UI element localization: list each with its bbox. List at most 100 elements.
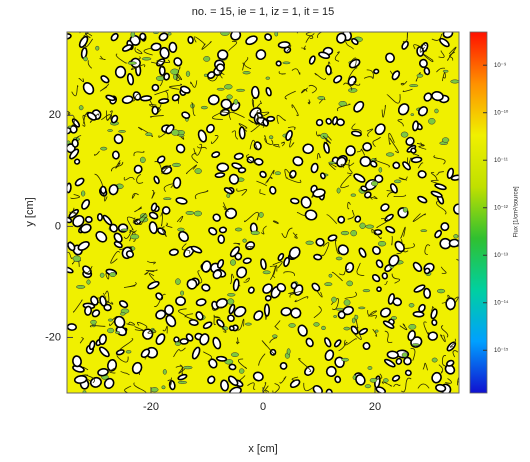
contour-line <box>313 305 322 319</box>
contour-patch <box>180 290 185 296</box>
y-tick-label: 0 <box>55 220 61 232</box>
contour-line <box>400 377 412 393</box>
contour-blob <box>208 227 218 236</box>
contour-patch <box>163 197 172 201</box>
contour-patch <box>107 129 113 132</box>
contour-blob <box>90 295 99 306</box>
contour-blob <box>105 94 116 102</box>
contour-line <box>354 314 358 330</box>
contour-line <box>211 306 222 311</box>
contour-blob <box>220 379 229 392</box>
contour-patch <box>242 71 251 75</box>
contour-patch <box>410 113 415 116</box>
x-axis-label: x [cm] <box>248 443 277 455</box>
contour-blob <box>315 237 325 247</box>
contour-line <box>449 338 456 348</box>
contour-blob <box>158 98 170 105</box>
contour-blob <box>417 195 428 204</box>
contour-blob <box>313 253 323 261</box>
contour-line <box>201 41 212 50</box>
contour-patch <box>393 179 402 184</box>
contour-blob <box>212 269 223 280</box>
contour-line <box>334 51 340 62</box>
contour-blob <box>371 273 381 283</box>
contour-patch <box>193 210 202 217</box>
contour-blob <box>179 85 191 94</box>
contour-line <box>111 161 124 172</box>
contour-patch <box>226 94 233 100</box>
contour-patch <box>90 319 97 325</box>
colorbar-tick-label: 10⁻¹⁵ <box>494 347 509 354</box>
contour-line <box>259 189 266 196</box>
contour-patch <box>242 238 247 243</box>
contour-blob <box>201 283 211 292</box>
contour-line <box>109 367 116 374</box>
contour-line <box>307 99 311 105</box>
contour-blob <box>150 42 162 52</box>
contour-line <box>389 137 399 154</box>
contour-line <box>269 275 276 281</box>
contour-blob <box>217 49 229 61</box>
contour-line <box>163 183 174 192</box>
contour-line <box>119 338 134 352</box>
contour-blob <box>412 261 423 273</box>
contour-blob <box>383 358 396 368</box>
contour-line <box>134 206 143 213</box>
contour-blob <box>126 73 135 86</box>
contour-blob <box>324 349 335 361</box>
contour-line <box>195 270 203 284</box>
contour-line <box>412 213 427 222</box>
contour-line <box>391 235 393 246</box>
contour-line <box>291 68 301 75</box>
contour-blob <box>108 184 119 196</box>
contour-patch <box>324 282 333 287</box>
contour-blob <box>407 330 416 342</box>
contour-line <box>289 138 295 148</box>
contour-blob <box>133 164 143 174</box>
contour-line <box>346 164 353 174</box>
contour-blob <box>324 337 332 348</box>
contour-line <box>207 73 219 82</box>
contour-patch <box>130 32 136 38</box>
contour-patch <box>155 75 165 81</box>
contour-blob <box>297 324 308 337</box>
contour-line <box>134 216 147 225</box>
contour-blob <box>147 280 160 290</box>
contour-blob <box>211 151 221 159</box>
contour-blob <box>195 298 207 307</box>
contour-patch <box>274 171 282 176</box>
contour-line <box>386 94 401 104</box>
contour-blob <box>206 71 216 80</box>
contour-line <box>336 103 351 112</box>
contour-blob <box>391 374 401 382</box>
contour-blob <box>220 98 232 110</box>
contour-line <box>222 205 227 210</box>
contour-blob <box>265 86 272 97</box>
contour-blob <box>215 355 228 362</box>
contour-blob <box>175 143 186 154</box>
contour-blob <box>277 41 291 49</box>
contour-line <box>352 326 362 340</box>
contour-blob <box>345 262 355 273</box>
contour-line <box>381 381 393 387</box>
contour-line <box>185 313 199 322</box>
contour-line <box>255 100 262 110</box>
contour-blob <box>283 256 291 268</box>
contour-blob <box>113 133 124 145</box>
contour-patch <box>76 285 86 289</box>
contour-patch <box>408 303 415 308</box>
contour-line <box>308 84 317 94</box>
contour-blob <box>238 126 246 140</box>
contour-blob <box>430 190 443 198</box>
contour-line <box>441 72 446 82</box>
contour-line <box>102 194 108 202</box>
contour-line <box>402 32 408 43</box>
contour-blob <box>148 221 158 235</box>
contour-line <box>349 57 357 67</box>
contour-patch <box>170 68 180 75</box>
contour-blob <box>212 336 222 350</box>
contour-patch <box>67 125 72 129</box>
contour-line <box>441 294 451 304</box>
contour-line <box>151 190 156 199</box>
contour-line <box>301 87 309 94</box>
